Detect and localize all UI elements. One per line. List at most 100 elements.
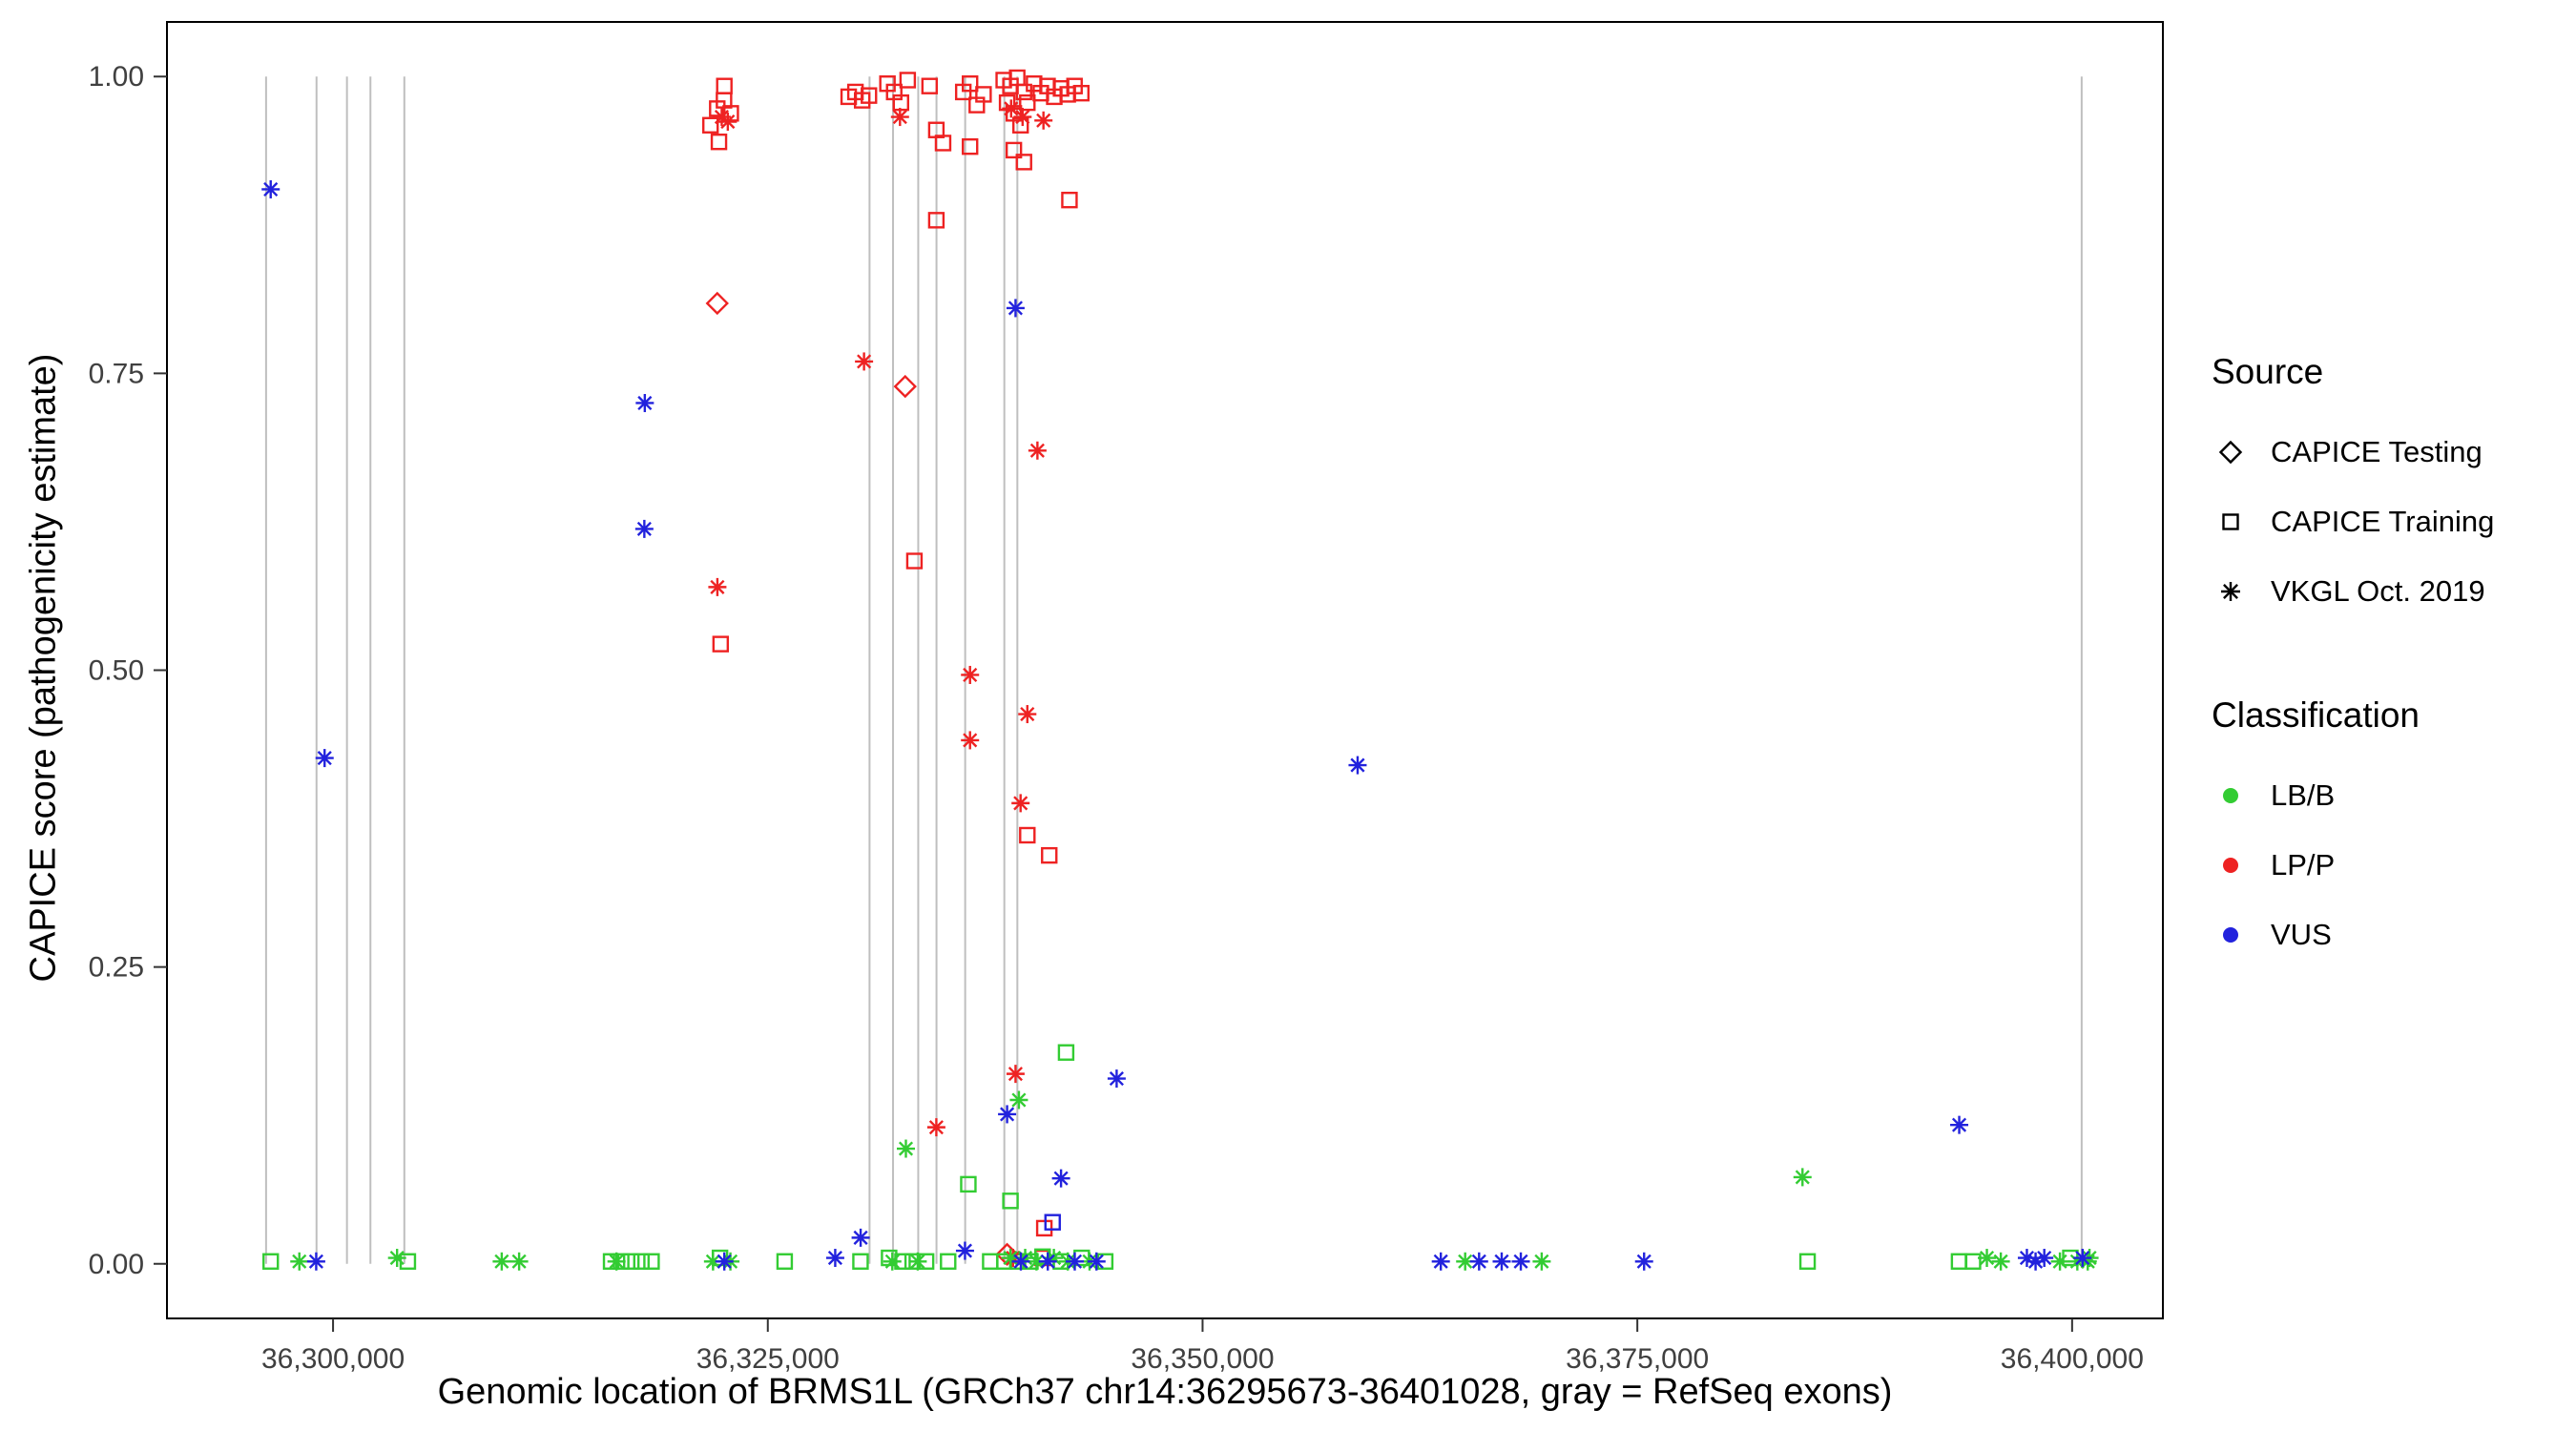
data-point-asterisk <box>509 1252 529 1271</box>
data-point-asterisk <box>261 179 280 198</box>
data-point-asterisk <box>1038 1252 1057 1271</box>
data-point-square <box>899 72 917 89</box>
data-point-asterisk <box>961 731 980 750</box>
green-dot-icon <box>2212 777 2250 815</box>
data-point-asterisk <box>1011 1252 1030 1271</box>
data-point-asterisk <box>1532 1252 1551 1271</box>
data-point-asterisk <box>715 1252 734 1271</box>
data-point-asterisk <box>718 113 737 132</box>
data-point-square <box>1019 826 1036 844</box>
x-tick-label: 36,375,000 <box>1566 1343 1709 1375</box>
data-point-asterisk <box>1107 1069 1126 1089</box>
legend-item-capice-testing: CAPICE Testing <box>2212 417 2494 487</box>
data-point-square <box>633 1253 650 1270</box>
legend-item-label: LP/P <box>2271 847 2336 881</box>
legend-item-label: CAPICE Testing <box>2271 434 2483 468</box>
legend-item-vus: VUS <box>2212 900 2494 969</box>
data-point-asterisk <box>1002 99 1021 118</box>
data-point-square <box>1950 1253 1968 1270</box>
data-point-square <box>982 1253 999 1270</box>
data-point-square <box>1005 141 1023 159</box>
data-point-asterisk <box>1051 1169 1070 1188</box>
data-point-square <box>710 133 728 151</box>
data-point-asterisk <box>387 1249 406 1268</box>
data-point-asterisk <box>1006 1065 1025 1084</box>
legend: Source CAPICE Testing CAPICE Training <box>2212 351 2494 969</box>
x-tick-label: 36,350,000 <box>1131 1343 1274 1375</box>
data-point-asterisk <box>1469 1252 1488 1271</box>
data-point-square <box>1015 154 1032 171</box>
data-point-square <box>940 1253 957 1270</box>
data-point-asterisk <box>926 1118 945 1137</box>
panel-border <box>166 21 2164 1319</box>
data-point-asterisk <box>492 1252 511 1271</box>
series-capice-testing-lp-p <box>705 291 1019 1266</box>
x-tick-label: 36,325,000 <box>696 1343 840 1375</box>
series-vkgl-oct-2019-vus <box>261 179 2092 1271</box>
data-point-square <box>643 1253 660 1270</box>
data-point-asterisk <box>607 1252 626 1271</box>
legend-item-lpp: LP/P <box>2212 830 2494 900</box>
data-point-square <box>962 137 979 156</box>
data-point-asterisk <box>1991 1252 2010 1271</box>
y-tick-label: 0.00 <box>89 1249 144 1280</box>
data-point-square <box>1964 1253 1982 1270</box>
legend-classification-title: Classification <box>2212 695 2420 735</box>
data-point-asterisk <box>1978 1249 1997 1268</box>
data-point-asterisk <box>890 108 909 127</box>
data-point-square <box>776 1253 794 1270</box>
y-tick-label: 1.00 <box>89 61 144 93</box>
data-point-asterisk <box>290 1252 309 1271</box>
y-axis-title: CAPICE score (pathogenicity estimate) <box>23 353 64 983</box>
data-point-asterisk <box>1028 441 1047 460</box>
data-point-square <box>960 1175 977 1193</box>
data-point-square <box>1057 1044 1075 1061</box>
data-point-asterisk <box>908 1252 927 1271</box>
data-point-asterisk <box>1034 111 1053 130</box>
data-point-asterisk <box>634 519 654 538</box>
data-point-asterisk <box>1087 1252 1106 1271</box>
data-point-asterisk <box>1009 1090 1028 1110</box>
data-point-asterisk <box>1348 756 1367 775</box>
data-point-asterisk <box>855 352 874 371</box>
data-point-square <box>1072 84 1091 102</box>
data-point-asterisk <box>315 749 334 768</box>
red-dot-icon <box>2212 846 2250 884</box>
data-point-square <box>1798 1253 1817 1270</box>
data-point-asterisk <box>896 1139 915 1158</box>
data-point-square <box>716 77 733 94</box>
series-capice-training-lp-p <box>702 69 1091 1267</box>
legend-source-title: Source <box>2212 352 2324 391</box>
data-point-square <box>852 1253 869 1270</box>
data-point-square <box>975 86 992 103</box>
data-point-square <box>722 105 739 122</box>
x-axis: 36,300,000 36,325,000 36,350,000 36,375,000… <box>261 1318 2144 1375</box>
data-point-square <box>934 135 952 152</box>
data-point-asterisk <box>1634 1252 1653 1271</box>
legend-item-label: LB/B <box>2271 778 2336 812</box>
legend-item-label: VUS <box>2271 917 2332 951</box>
exon-lines <box>264 76 2083 1264</box>
data-point-square <box>905 552 924 570</box>
y-tick-label: 0.75 <box>89 358 144 389</box>
data-point-asterisk <box>2050 1252 2069 1271</box>
data-point-square <box>927 212 945 229</box>
data-point-asterisk <box>1065 1252 1084 1271</box>
data-point-square <box>622 1253 640 1270</box>
data-point-asterisk <box>1793 1168 1812 1187</box>
data-point-square <box>962 75 979 93</box>
legend-item-capice-training: CAPICE Training <box>2212 487 2494 556</box>
data-point-asterisk <box>1018 705 1037 724</box>
y-tick-label: 0.25 <box>89 952 144 984</box>
legend-item-label: CAPICE Training <box>2271 504 2495 538</box>
data-point-asterisk <box>955 1241 974 1260</box>
data-point-asterisk <box>1431 1252 1450 1271</box>
x-tick-label: 36,400,000 <box>2001 1343 2144 1375</box>
y-axis: 0.00 0.25 0.50 0.75 1.00 <box>89 61 167 1280</box>
data-point-asterisk <box>883 1252 902 1271</box>
series-vkgl-oct-2019-lp-p <box>708 99 1053 1268</box>
data-point-asterisk <box>1511 1252 1530 1271</box>
data-point-square <box>861 87 878 104</box>
